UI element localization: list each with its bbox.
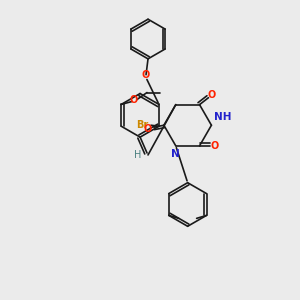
Text: O: O [144, 124, 152, 134]
Text: O: O [142, 70, 150, 80]
Text: O: O [207, 90, 216, 100]
Text: O: O [210, 141, 218, 151]
Text: H: H [134, 150, 142, 160]
Text: N: N [171, 149, 180, 159]
Text: O: O [130, 95, 138, 106]
Text: Br: Br [136, 120, 148, 130]
Text: NH: NH [214, 112, 232, 122]
